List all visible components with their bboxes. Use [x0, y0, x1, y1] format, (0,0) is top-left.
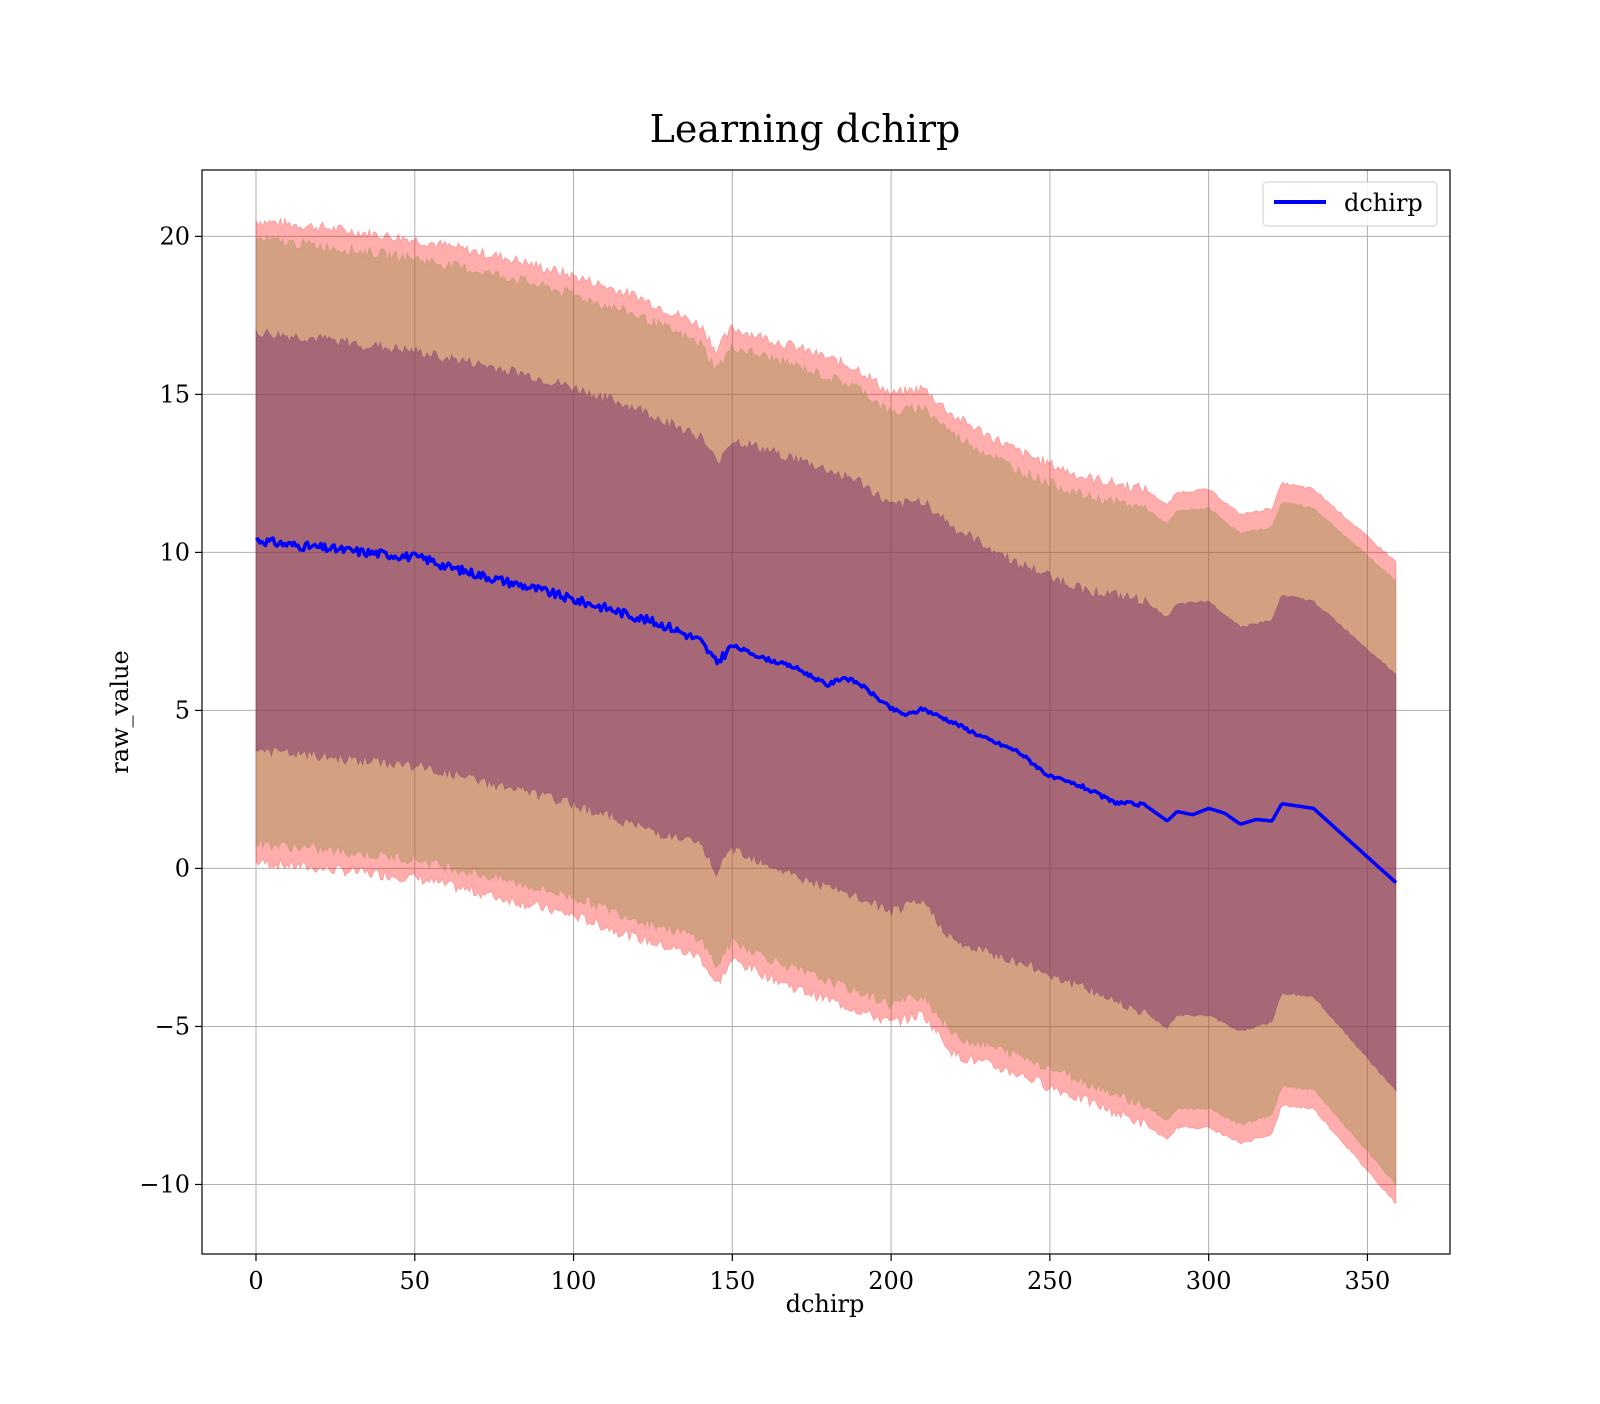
axis-ticks: 0 50 100 150 200 250 300 350 −10 −5 0 5 10 15 20: [139, 222, 1390, 1295]
band-outer: [255, 217, 1397, 1205]
x-axis-label: dchirp: [786, 1290, 865, 1318]
y-tick-label: −5: [155, 1012, 190, 1040]
legend: dchirp: [1262, 181, 1438, 227]
chart-title: Learning dchirp: [650, 107, 961, 151]
y-tick-label: 5: [175, 696, 190, 724]
x-tick-label: 250: [1027, 1267, 1073, 1295]
x-tick-label: 0: [248, 1267, 263, 1295]
y-tick-label: 20: [159, 222, 190, 250]
confidence-bands: [255, 217, 1397, 1205]
legend-box: [1262, 181, 1438, 227]
y-tick-label: 0: [175, 854, 190, 882]
grid: [202, 170, 1450, 1254]
plot-frame: [201, 169, 1451, 1255]
x-tick-label: 300: [1186, 1267, 1232, 1295]
x-tick-label: 50: [399, 1267, 430, 1295]
y-tick-label: 10: [159, 538, 190, 566]
x-tick-label: 200: [868, 1267, 914, 1295]
x-tick-label: 150: [709, 1267, 755, 1295]
legend-entry-dchirp: dchirp: [1344, 189, 1423, 217]
y-tick-label: 15: [159, 380, 190, 408]
y-tick-label: −10: [139, 1170, 190, 1198]
y-axis-label: raw_value: [106, 650, 134, 774]
band-middle: [255, 234, 1397, 1186]
series-line-dchirp: [255, 536, 1398, 884]
series-lines: [255, 536, 1398, 884]
x-tick-label: 350: [1345, 1267, 1391, 1295]
band-inner: [255, 328, 1397, 1093]
x-tick-label: 100: [551, 1267, 597, 1295]
